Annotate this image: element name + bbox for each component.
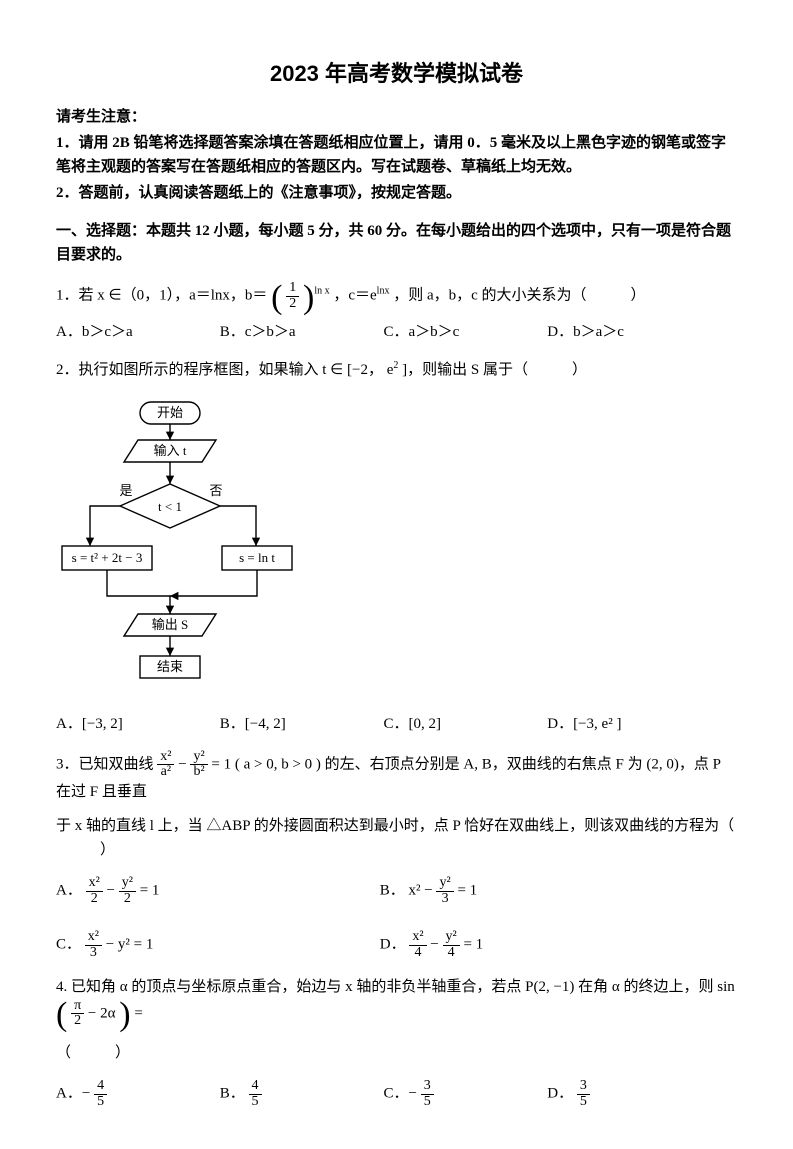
q2-text-c: ） [572,362,587,378]
q3-frac-y: y² b² [190,750,207,780]
q1-pre: 1．若 x ∈（0，1），a＝lnx，b＝ [56,288,267,304]
q3-line2b: ） [100,842,115,858]
flow-left: s = t² + 2t − 3 [72,550,143,565]
flowchart: 开始 输入 t t < 1 是 否 s = t² + 2t − 3 s = ln… [60,396,737,704]
q2-text-b: ]，则输出 S 属于（ [398,362,528,378]
flow-start: 开始 [157,405,183,420]
notice-1: 1．请用 2B 铅笔将选择题答案涂填在答题纸相应位置上，请用 0．5 毫米及以上… [56,131,737,179]
page-title: 2023 年高考数学模拟试卷 [56,56,737,91]
q1-opt-c: C．a＞b＞c [384,320,534,344]
q4-eq: = [134,1005,142,1021]
q2-opt-c: C．[0, 2] [384,712,534,736]
q4-in-paren-tail: − 2α [84,1005,115,1021]
flow-yes: 是 [119,483,132,498]
q1-exp: ln x [314,286,329,297]
q1-post2: ） [631,288,646,304]
q2-opt-d: D．[−3, e² ] [547,712,697,736]
q3-line2: 于 x 轴的直线 l 上，当 △ABP 的外接圆面积达到最小时，点 P 恰好在双… [56,818,734,834]
q1-opt-b: B．c＞b＞a [220,320,370,344]
q1-mid: ，c＝e [333,288,376,304]
q2-opt-b: B．[−4, 2] [220,712,370,736]
q2-options: A．[−3, 2] B．[−4, 2] C．[0, 2] D．[−3, e² ] [56,712,737,736]
q1-options: A．b＞c＞a B．c＞b＞a C．a＞b＞c D．b＞a＞c [56,320,737,344]
q1-half: 1 2 [286,281,299,311]
question-1: 1．若 x ∈（0，1），a＝lnx，b＝ ( 1 2 )ln x ，c＝eln… [56,281,737,343]
q4-options: A．− 45 B． 45 C．− 35 D． 35 [56,1079,737,1109]
flow-end: 结束 [157,659,183,674]
question-3: 3．已知双曲线 x² a² − y² b² = 1 ( a > 0, b > 0… [56,750,737,961]
q3-opt-d: D． x²4 − y²4 = 1 [380,930,690,960]
section-1-head: 一、选择题：本题共 12 小题，每小题 5 分，共 60 分。在每小题给出的四个… [56,219,737,267]
q3-frac-x: x² a² [157,750,174,780]
q3-opt-b: B． x² − y²3 = 1 [380,876,690,906]
q4-pi2: π 2 [71,999,84,1029]
q4-opt-d: D． 35 [547,1079,697,1109]
flow-no: 否 [209,483,222,498]
flow-input: 输入 t [154,443,187,458]
flow-cond: t < 1 [158,499,182,514]
q4-opt-a: A．− 45 [56,1079,206,1109]
flow-right: s = ln t [239,550,275,565]
q4-opt-c: C．− 35 [384,1079,534,1109]
q2-opt-a: A．[−3, 2] [56,712,206,736]
q4-line2a: （ [56,1045,71,1061]
q3-options: A． x²2 − y²2 = 1 B． x² − y²3 = 1 C． x²3 … [56,876,737,961]
q4-line2b: ） [115,1045,130,1061]
flow-out: 输出 S [152,617,188,632]
q4-text-a: 4. 已知角 α 的顶点与坐标原点重合，始边与 x 轴的非负半轴重合，若点 P(… [56,979,735,995]
question-2: 2．执行如图所示的程序框图，如果输入 t ∈ [−2， e2 ]，则输出 S 属… [56,358,737,736]
flowchart-svg: 开始 输入 t t < 1 是 否 s = t² + 2t − 3 s = ln… [60,396,300,696]
q1-mid-sup: lnx [377,286,390,297]
q3-pre: 3．已知双曲线 [56,756,157,772]
q2-text-a: 2．执行如图所示的程序框图，如果输入 t ∈ [−2， e [56,362,393,378]
question-4: 4. 已知角 α 的顶点与坐标原点重合，始边与 x 轴的非负半轴重合，若点 P(… [56,975,737,1110]
q1-opt-d: D．b＞a＞c [547,320,697,344]
q1-opt-a: A．b＞c＞a [56,320,206,344]
q1-post: ，则 a，b，c 的大小关系为（ [393,288,586,304]
q4-opt-b: B． 45 [220,1079,370,1109]
notice-head: 请考生注意： [56,105,737,129]
q3-opt-c: C． x²3 − y² = 1 [56,930,366,960]
notice-2: 2．答题前，认真阅读答题纸上的《注意事项》，按规定答题。 [56,181,737,205]
q3-opt-a: A． x²2 − y²2 = 1 [56,876,366,906]
